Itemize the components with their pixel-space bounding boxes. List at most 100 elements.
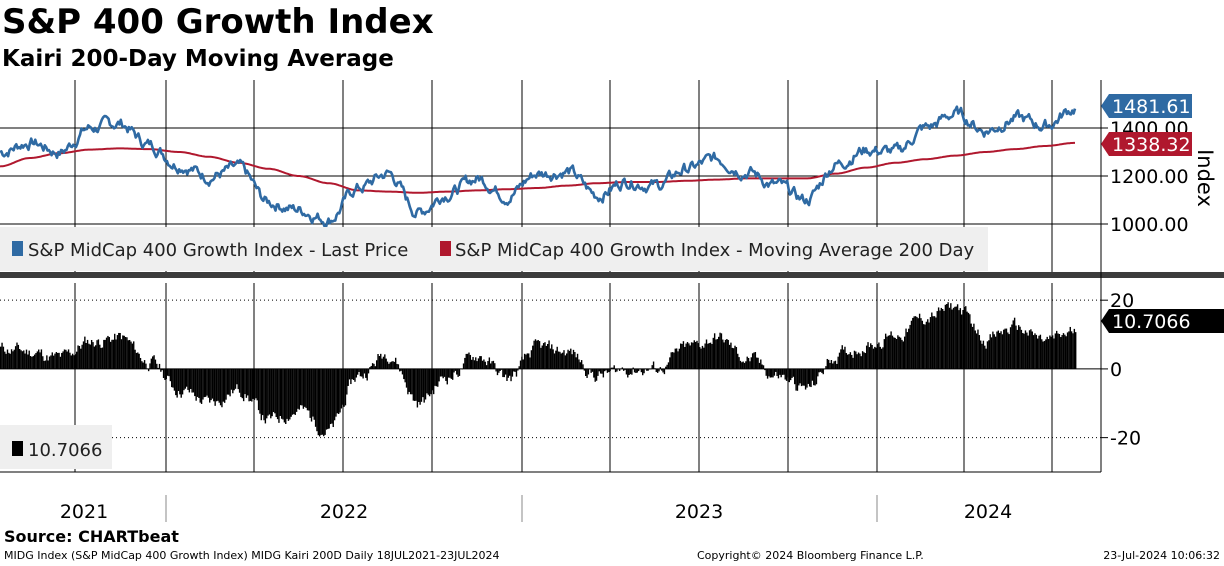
kairi-bar bbox=[918, 313, 921, 369]
kairi-bar bbox=[1070, 331, 1073, 369]
kairi-bar bbox=[570, 348, 572, 369]
kairi-bar bbox=[415, 368, 417, 401]
kairi-bar bbox=[996, 331, 998, 369]
kairi-bar bbox=[16, 342, 18, 369]
kairi-bar bbox=[921, 320, 924, 369]
kairi-bar bbox=[1031, 331, 1033, 369]
kairi-bar bbox=[499, 368, 501, 371]
kairi-bar bbox=[247, 368, 249, 396]
kairi-bar bbox=[437, 368, 439, 387]
kairi-bar bbox=[359, 368, 362, 377]
kairi-bar bbox=[754, 352, 757, 369]
kairi-bar bbox=[123, 335, 125, 369]
kairi-bar bbox=[299, 368, 302, 406]
moving-average-line bbox=[0, 141, 1075, 194]
kairi-bar bbox=[732, 348, 735, 369]
kairi-bar bbox=[1062, 333, 1065, 369]
kairi-bar bbox=[1057, 333, 1059, 369]
kairi-bar bbox=[848, 354, 850, 369]
kairi-bar bbox=[409, 368, 412, 395]
kairi-bars bbox=[0, 302, 1077, 437]
kairi-bar bbox=[152, 356, 154, 369]
kairi-bar bbox=[756, 357, 758, 369]
kairi-bar bbox=[1051, 335, 1054, 369]
kairi-bar bbox=[286, 368, 288, 419]
kairi-bar bbox=[1020, 329, 1023, 369]
kairi-bar bbox=[640, 368, 643, 373]
kairi-bar bbox=[1064, 334, 1066, 369]
kairi-bar bbox=[1024, 330, 1027, 369]
kairi-bar bbox=[141, 361, 143, 369]
kairi-bar bbox=[595, 368, 598, 381]
kairi-bar bbox=[184, 368, 186, 389]
kairi-bar bbox=[1050, 336, 1052, 369]
kairi-bar bbox=[65, 349, 67, 369]
kairi-bar bbox=[297, 368, 299, 409]
kairi-bar bbox=[229, 368, 231, 397]
kairi-bar bbox=[457, 368, 459, 377]
kairi-bar bbox=[566, 353, 568, 369]
kairi-bar bbox=[549, 348, 552, 369]
kairi-bar bbox=[441, 368, 443, 377]
kairi-bar bbox=[192, 368, 195, 393]
kairi-bar bbox=[397, 364, 400, 369]
kairi-bar bbox=[844, 346, 846, 369]
kairi-bar bbox=[1058, 334, 1061, 369]
upper-axis-title: Index bbox=[1193, 149, 1217, 207]
kairi-bar bbox=[6, 349, 9, 369]
kairi-bar bbox=[871, 345, 873, 369]
kairi-bar bbox=[853, 350, 856, 369]
kairi-bar bbox=[958, 310, 960, 369]
kairi-bar bbox=[355, 368, 358, 378]
kairi-bar bbox=[24, 353, 26, 369]
kairi-bar bbox=[920, 318, 922, 369]
kairi-bar bbox=[237, 368, 239, 390]
kairi-bar bbox=[522, 359, 524, 369]
kairi-bar bbox=[223, 368, 226, 403]
kairi-bar bbox=[207, 368, 210, 398]
kairi-bar bbox=[803, 368, 805, 386]
kairi-bar bbox=[1005, 328, 1008, 369]
kairi-bar bbox=[498, 368, 500, 373]
kairi-bar bbox=[724, 339, 727, 369]
kairi-last-value: 10.7066 bbox=[1112, 311, 1191, 333]
kairi-bar bbox=[859, 353, 861, 369]
kairi-bar bbox=[764, 368, 766, 371]
kairi-bar bbox=[221, 368, 223, 408]
kairi-bar bbox=[464, 357, 466, 369]
kairi-bar bbox=[845, 353, 848, 369]
kairi-bar bbox=[51, 352, 53, 369]
kairi-bar bbox=[0, 346, 2, 369]
kairi-bar bbox=[1066, 332, 1069, 369]
kairi-bar bbox=[775, 368, 777, 372]
kairi-bar bbox=[852, 357, 854, 369]
kairi-bar bbox=[617, 368, 619, 370]
kairi-bar bbox=[400, 368, 402, 371]
kairi-bar bbox=[697, 343, 700, 369]
kairi-bar bbox=[966, 311, 968, 369]
kairi-bar bbox=[380, 353, 382, 369]
kairi-bar bbox=[747, 357, 750, 369]
kairi-bar bbox=[165, 368, 167, 380]
kairi-bar bbox=[704, 343, 706, 369]
legend-kairi-swatch bbox=[12, 441, 23, 456]
kairi-bar bbox=[982, 340, 985, 369]
kairi-bar bbox=[304, 368, 306, 407]
kairi-bar bbox=[13, 349, 15, 369]
kairi-bar bbox=[401, 368, 404, 375]
kairi-bar bbox=[666, 364, 668, 369]
kairi-bar bbox=[134, 349, 136, 369]
kairi-bar bbox=[734, 345, 736, 369]
kairi-bar bbox=[781, 368, 784, 375]
kairi-bar bbox=[701, 345, 704, 369]
kairi-bar bbox=[517, 368, 519, 371]
lower-tick-label-0: 20 bbox=[1110, 290, 1134, 312]
kairi-bar bbox=[758, 362, 761, 369]
kairi-bar bbox=[788, 368, 790, 383]
kairi-bar bbox=[574, 352, 576, 369]
kairi-bar bbox=[369, 367, 371, 369]
kairi-bar bbox=[351, 368, 353, 380]
kairi-bar bbox=[236, 368, 238, 385]
kairi-bar bbox=[33, 354, 36, 369]
kairi-bar bbox=[768, 368, 770, 377]
